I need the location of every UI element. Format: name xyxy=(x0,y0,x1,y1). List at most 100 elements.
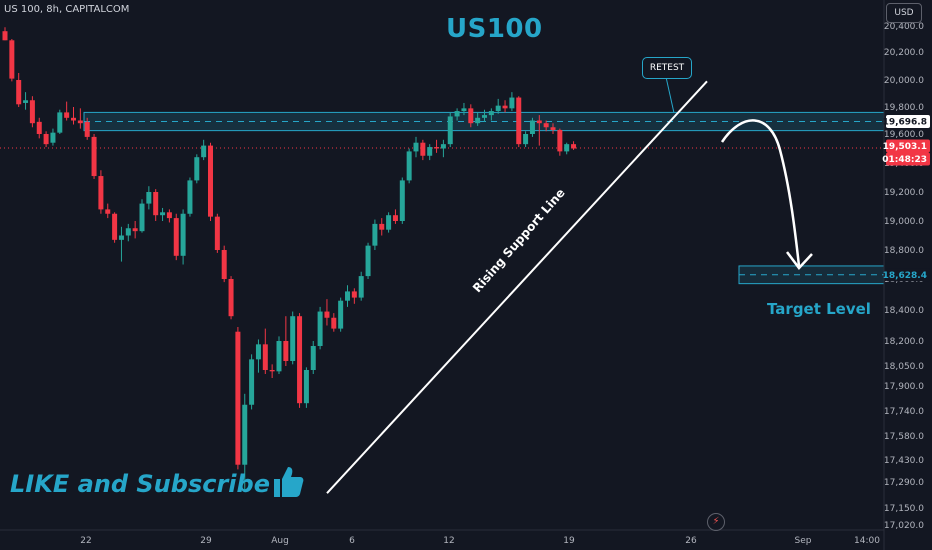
candle xyxy=(9,39,15,82)
candle xyxy=(242,393,248,490)
candle-body xyxy=(173,218,179,256)
candle xyxy=(43,131,49,148)
candle-body xyxy=(502,105,508,109)
candle xyxy=(160,207,166,221)
candle-body xyxy=(564,144,570,152)
candle-body xyxy=(194,157,200,181)
x-tick-label: 29 xyxy=(200,536,212,546)
retest-pointer xyxy=(665,76,675,114)
candle xyxy=(406,148,412,184)
target-price-tag: 18,628.4 xyxy=(883,271,927,281)
candle-body xyxy=(529,120,535,134)
candle-body xyxy=(365,245,371,277)
x-tick-label: 12 xyxy=(443,536,454,546)
candle xyxy=(413,136,419,158)
candle-body xyxy=(64,112,70,118)
candle-body xyxy=(303,370,309,404)
resistance-price-tag-bg xyxy=(886,115,930,129)
candle xyxy=(338,297,344,332)
candle xyxy=(249,354,255,410)
candle-body xyxy=(84,121,90,137)
candle-body xyxy=(57,112,63,133)
candle-body xyxy=(434,147,440,149)
candle xyxy=(379,218,385,236)
candle-body xyxy=(125,228,131,236)
candle xyxy=(283,316,289,366)
y-tick-label: 17,150.0 xyxy=(884,504,924,514)
candle xyxy=(440,139,446,158)
candle-body xyxy=(297,316,303,404)
chart-title: US100 xyxy=(446,14,543,44)
current-price-tag: 19,503.1 xyxy=(883,142,927,152)
retest-callout: RETEST xyxy=(642,57,692,79)
candle xyxy=(173,213,179,261)
y-tick-label: 17,900.0 xyxy=(884,382,924,392)
y-tick-label: 17,290.0 xyxy=(884,478,924,488)
candle-body xyxy=(516,97,522,145)
x-tick-label: 26 xyxy=(685,536,697,546)
candle xyxy=(345,285,350,307)
candle xyxy=(276,336,282,374)
candle-body xyxy=(536,120,542,124)
y-tick-label: 19,000.0 xyxy=(884,217,924,227)
y-tick-label: 20,000.0 xyxy=(884,76,924,86)
lightning-icon[interactable]: ⚡ xyxy=(707,513,725,531)
candle-body xyxy=(249,359,255,405)
candle xyxy=(543,120,549,132)
candle-body xyxy=(482,115,487,118)
projection-arrowhead xyxy=(786,251,813,270)
candle-body xyxy=(345,291,350,301)
candle xyxy=(529,117,535,137)
candle-body xyxy=(543,123,549,128)
candle-body xyxy=(550,127,556,130)
candle xyxy=(523,131,529,148)
candle-body xyxy=(372,223,378,246)
candle-body xyxy=(276,341,282,372)
candle xyxy=(420,139,426,161)
rising-support-line xyxy=(326,80,708,494)
candle xyxy=(468,104,474,128)
candle xyxy=(557,128,563,156)
candle xyxy=(509,92,515,112)
candle xyxy=(139,199,145,233)
target-level-label: Target Level xyxy=(767,300,871,318)
candle-body xyxy=(420,142,426,156)
x-tick-label: 14:00 xyxy=(854,536,880,546)
y-tick-label: 17,020.0 xyxy=(884,521,924,531)
candle-body xyxy=(180,213,186,256)
candle-body xyxy=(454,111,460,117)
candle-body xyxy=(91,136,97,177)
candle xyxy=(132,221,138,239)
candle xyxy=(351,288,357,304)
overlay-layer xyxy=(326,76,813,494)
candle xyxy=(153,189,159,221)
candle-body xyxy=(413,142,419,152)
candle xyxy=(358,271,364,301)
candle xyxy=(475,112,481,126)
candle xyxy=(550,123,556,134)
candle-body xyxy=(160,212,166,216)
resistance-price-tag: 19,696.8 xyxy=(883,118,927,128)
candle xyxy=(454,108,460,121)
currency-button[interactable]: USD xyxy=(886,3,922,23)
candle xyxy=(50,128,56,146)
candle xyxy=(461,102,467,116)
candle xyxy=(290,311,296,365)
y-tick-label: 17,430.0 xyxy=(884,456,924,466)
candle xyxy=(180,209,186,265)
candle xyxy=(118,226,124,262)
x-tick-label: 6 xyxy=(349,536,355,546)
candle-body xyxy=(221,250,227,279)
candle xyxy=(399,177,405,224)
y-tick-label: 19,600.0 xyxy=(884,130,924,140)
candle xyxy=(36,117,42,139)
candle xyxy=(187,177,193,217)
candle-body xyxy=(290,316,296,361)
candle-body xyxy=(488,111,494,116)
candle-body xyxy=(523,134,529,145)
symbol-info: US 100, 8h, CAPITALCOM xyxy=(4,4,130,15)
candle-body xyxy=(77,120,83,124)
candle-body xyxy=(98,176,104,210)
